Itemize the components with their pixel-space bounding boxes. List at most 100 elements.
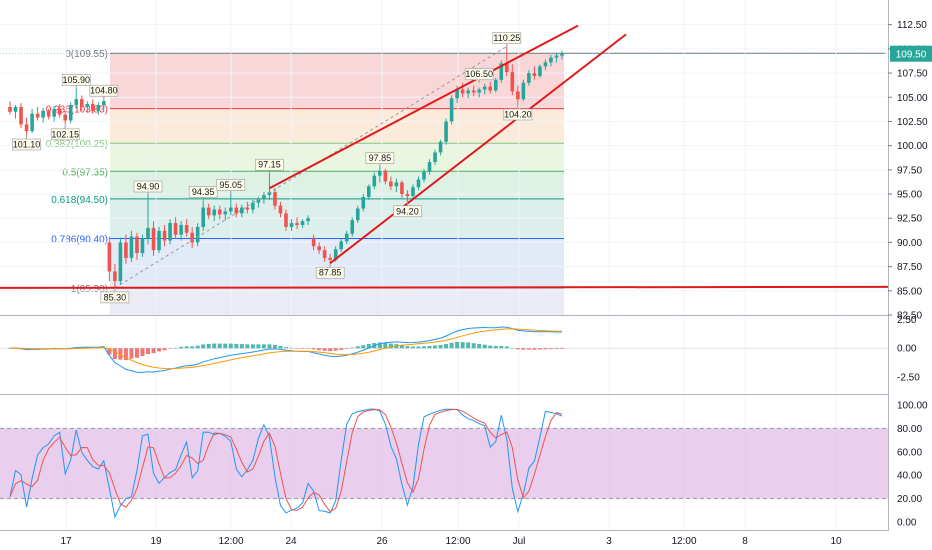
macd-histogram-bar <box>272 345 277 349</box>
fib-level-label: 0.5(97.35) <box>62 167 108 178</box>
candle-body <box>30 113 34 132</box>
candle-body <box>19 106 23 125</box>
candle-body <box>190 232 194 243</box>
macd-histogram-bar <box>267 344 272 349</box>
candle-body <box>317 246 321 251</box>
swing-label-box <box>188 186 218 198</box>
stoch-y-tick-label: 0.00 <box>897 518 917 529</box>
swing-label: 97.85 <box>369 153 392 163</box>
macd-histogram-bar <box>261 344 266 349</box>
candle-body <box>24 124 29 132</box>
candle-body <box>383 170 388 182</box>
swing-label: 105.90 <box>62 75 90 85</box>
macd-histogram-bar <box>184 346 189 349</box>
last-price-badge-bg <box>890 45 932 62</box>
candle-body <box>206 207 211 216</box>
candle-body <box>251 202 255 210</box>
candle-body <box>195 226 200 243</box>
macd-histogram-bar <box>355 346 360 349</box>
fib-level-label: 1(85.30) <box>71 284 108 295</box>
candle-body <box>405 194 410 196</box>
candle-body <box>427 162 432 172</box>
candle-body <box>306 218 310 222</box>
macd-histogram-bar <box>510 347 515 349</box>
candle-body <box>245 207 250 210</box>
macd-histogram-bar <box>515 348 520 350</box>
y-tick-label: 82.50 <box>897 311 922 322</box>
swing-label: 102.15 <box>51 129 79 139</box>
macd-line <box>9 326 563 373</box>
candle-body <box>102 101 106 105</box>
macd-histogram-bar <box>438 344 443 349</box>
candle-body <box>201 207 205 227</box>
candle-body <box>355 208 360 221</box>
macd-histogram-bar <box>289 347 294 349</box>
swing-label: 104.80 <box>90 86 118 96</box>
x-tick-label: 8 <box>742 536 748 547</box>
candle-body <box>173 223 178 235</box>
stoch-y-tick-label: 100.00 <box>897 401 928 412</box>
y-tick-label: 85.00 <box>897 286 922 297</box>
swing-label: 94.90 <box>137 182 160 192</box>
macd-histogram-bar <box>256 344 261 349</box>
y-tick-label: 100.00 <box>897 141 928 152</box>
candle-body <box>146 227 150 239</box>
macd-histogram-bar <box>548 348 553 350</box>
candle-body <box>162 230 167 241</box>
candle-body <box>433 152 437 163</box>
candle-body <box>140 238 145 254</box>
macd-histogram-bar <box>123 348 128 361</box>
candle-body <box>471 90 476 93</box>
candle-body <box>300 221 305 225</box>
macd-histogram-bar <box>504 346 509 349</box>
macd-histogram-bar <box>223 343 228 349</box>
candle-body <box>455 89 459 99</box>
candle-body <box>422 171 426 180</box>
fibonacci-retracement[interactable]: 0(109.55) 0.236(103.83) 0.382(100.25) 0.5(9… <box>46 49 885 315</box>
macd-histogram-bar <box>306 348 311 349</box>
candle-body <box>46 110 51 117</box>
macd-histogram-bar <box>239 344 244 349</box>
candle-body <box>234 207 239 214</box>
macd-histogram-bar <box>554 348 559 349</box>
candle-body <box>378 170 382 176</box>
candle-body <box>466 90 470 94</box>
candle-body <box>52 108 56 117</box>
candle-body <box>91 104 95 111</box>
stochastic-pane[interactable] <box>0 408 888 519</box>
x-tick-label: 12:00 <box>445 536 470 547</box>
candle-body <box>273 192 277 206</box>
macd-histogram-bar <box>482 344 487 349</box>
candle-body <box>372 175 377 187</box>
swing-label-box <box>365 152 395 164</box>
candle-body <box>554 55 559 58</box>
macd-histogram-bar <box>278 345 283 349</box>
fib-band <box>110 53 564 109</box>
macd-histogram-bar <box>168 348 173 349</box>
last-price-badge-text: 109.50 <box>896 50 927 61</box>
macd-histogram-bar <box>328 348 333 352</box>
macd-histogram-bar <box>466 342 471 349</box>
candle-body <box>295 223 299 225</box>
macd-histogram-bar <box>140 348 145 357</box>
candle-body <box>107 242 112 272</box>
macd-histogram-bar <box>537 348 542 350</box>
macd-histogram-bar <box>201 344 206 349</box>
drawings[interactable] <box>0 24 889 289</box>
macd-histogram-bar <box>322 348 327 351</box>
macd-histogram-bar <box>217 343 222 349</box>
y-tick-label: 97.50 <box>897 165 922 176</box>
x-tick-label: 12:00 <box>218 536 243 547</box>
swing-label-box <box>492 32 522 44</box>
fib-band <box>110 108 564 144</box>
price-pane[interactable] <box>8 46 564 288</box>
macd-pane[interactable] <box>0 326 888 373</box>
macd-histogram-bar <box>112 348 117 360</box>
macd-histogram-bar <box>477 343 482 349</box>
macd-histogram-bar <box>405 346 410 349</box>
swing-label: 106.50 <box>465 69 493 79</box>
macd-histogram-bar <box>245 344 250 349</box>
candle-body <box>79 99 84 107</box>
wedge-lower-line <box>329 33 627 265</box>
